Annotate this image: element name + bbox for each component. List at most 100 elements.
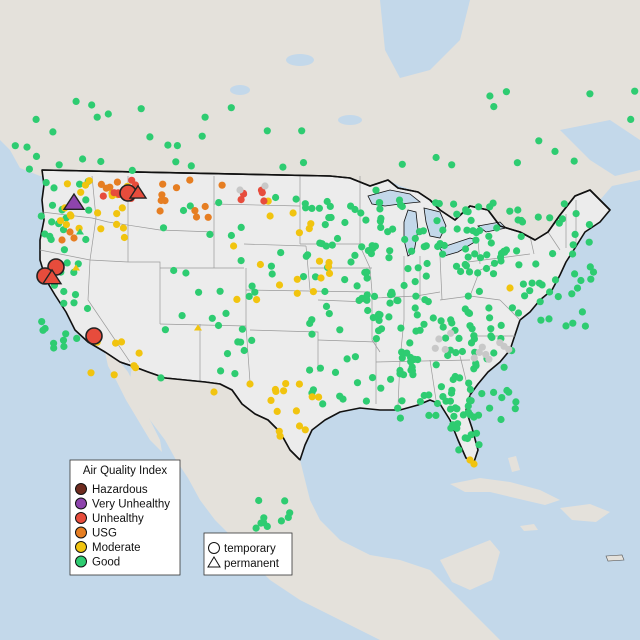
monitor-marker (490, 259, 499, 267)
monitor-marker (272, 387, 280, 395)
monitor-marker (465, 379, 473, 387)
monitor-marker (482, 350, 490, 359)
monitor-marker (187, 162, 195, 170)
monitor-marker (534, 213, 542, 221)
monitor-marker (562, 322, 570, 330)
legend-label-hazardous: Hazardous (92, 484, 148, 496)
monitor-marker (420, 320, 428, 328)
monitor-marker (518, 218, 527, 226)
monitor-marker (62, 221, 70, 229)
monitor-marker (388, 288, 396, 296)
legend-label-moderate: Moderate (92, 542, 141, 554)
monitor-marker (301, 426, 309, 434)
monitor-marker (423, 259, 431, 268)
monitor-marker (475, 203, 483, 211)
monitor-marker (42, 179, 50, 187)
monitor-marker (198, 132, 206, 140)
monitor-marker (560, 200, 568, 208)
monitor-marker (571, 230, 579, 238)
monitor-marker (453, 225, 461, 233)
monitor-marker (363, 268, 371, 276)
monitor-marker (436, 240, 444, 248)
monitor-marker (396, 414, 404, 422)
monitor-marker (227, 231, 235, 240)
shape-legend: temporary permanent (203, 532, 293, 576)
monitor-marker (223, 350, 232, 358)
monitor-marker (489, 270, 498, 278)
monitor-marker (464, 292, 472, 300)
monitor-marker (403, 349, 411, 357)
monitor-marker (435, 200, 443, 208)
monitor-marker (277, 517, 285, 525)
monitor-marker (328, 241, 336, 249)
monitor-marker (210, 388, 218, 396)
monitor-marker (532, 260, 540, 268)
monitor-marker (470, 354, 478, 362)
monitor-marker (486, 203, 494, 211)
monitor-marker (411, 278, 419, 286)
monitor-marker (268, 270, 276, 278)
monitor-marker (372, 186, 380, 194)
monitor-marker (581, 322, 590, 330)
monitor-marker (470, 332, 478, 340)
monitor-marker (455, 334, 463, 342)
monitor-marker (353, 379, 362, 387)
monitor-marker (325, 269, 334, 277)
monitor-marker (275, 281, 284, 289)
monitor-marker (569, 250, 577, 258)
monitor-marker (432, 153, 440, 162)
monitor-marker (135, 349, 143, 357)
monitor-marker (113, 210, 121, 218)
monitor-marker (535, 279, 544, 287)
bahamas (508, 456, 520, 472)
monitor-marker (292, 407, 300, 415)
monitor-marker (301, 200, 309, 208)
monitor-marker (395, 196, 404, 204)
monitor-marker (372, 335, 380, 343)
monitor-marker (497, 257, 505, 265)
monitor-marker (508, 304, 516, 312)
legend-label-very-unhealthy: Very Unhealthy (92, 499, 170, 511)
monitor-marker (215, 199, 223, 207)
monitor-marker (315, 204, 323, 212)
monitor-marker (159, 224, 168, 232)
monitor-marker (295, 422, 304, 430)
monitor-marker (472, 429, 481, 437)
monitor-marker (59, 336, 68, 344)
monitor-marker (323, 197, 331, 206)
monitor-marker (261, 182, 269, 190)
monitor-marker (214, 321, 223, 330)
monitor-marker (471, 250, 479, 258)
monitor-marker (157, 374, 165, 382)
monitor-marker (429, 314, 437, 322)
monitor-marker (97, 157, 105, 166)
monitor-marker (255, 496, 263, 505)
monitor-marker (292, 195, 300, 203)
yucatan (440, 540, 500, 590)
monitor-marker (401, 235, 409, 244)
monitor-marker (386, 247, 394, 255)
monitor-marker (398, 397, 406, 405)
monitor-marker (589, 268, 598, 276)
monitor-marker (85, 177, 93, 185)
monitor-marker (433, 217, 441, 225)
monitor-marker (295, 229, 303, 237)
monitor-marker (315, 393, 323, 401)
monitor-marker (375, 327, 383, 335)
monitor-marker (631, 87, 639, 95)
monitor-marker (462, 207, 470, 215)
monitor-marker (99, 192, 107, 200)
monitor-marker (446, 397, 454, 405)
moderate-permanent-marker (72, 264, 80, 271)
monitor-marker (490, 103, 498, 111)
monitor-marker (170, 266, 178, 275)
monitor-marker (263, 127, 271, 135)
legend-swatch-unhealthy (75, 512, 87, 524)
monitor-marker (63, 259, 71, 267)
monitor-marker (299, 159, 308, 167)
monitor-marker (497, 415, 505, 424)
cuba (450, 478, 560, 505)
monitor-marker (476, 254, 485, 262)
monitor-marker (316, 364, 324, 372)
monitor-marker (398, 354, 406, 362)
